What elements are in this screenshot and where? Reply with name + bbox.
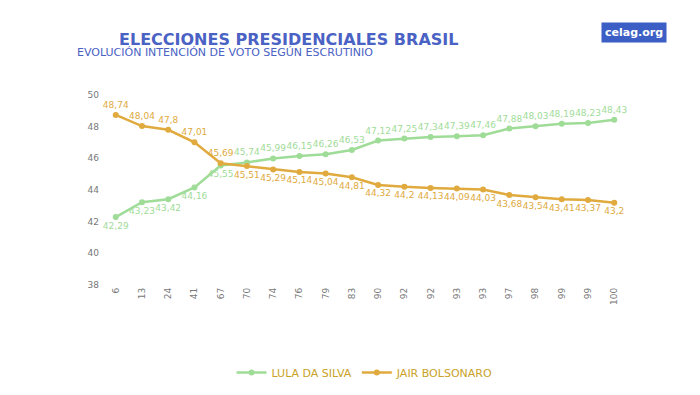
svg-text:JAIR BOLSONARO: JAIR BOLSONARO [396, 367, 492, 380]
svg-text:45,55: 45,55 [208, 169, 234, 179]
svg-text:98: 98 [530, 288, 540, 300]
svg-text:43,23: 43,23 [129, 206, 155, 216]
svg-text:48,19: 48,19 [549, 109, 575, 119]
svg-text:43,54: 43,54 [523, 201, 549, 211]
svg-text:70: 70 [242, 288, 252, 300]
svg-text:6: 6 [111, 288, 121, 294]
svg-text:99: 99 [583, 288, 593, 300]
svg-text:47,01: 47,01 [182, 127, 208, 137]
svg-text:44,81: 44,81 [339, 181, 365, 191]
svg-text:93: 93 [478, 288, 488, 299]
svg-text:76: 76 [294, 288, 304, 300]
svg-text:ELECCIONES PRESIDENCIALES BRAS: ELECCIONES PRESIDENCIALES BRASIL [119, 30, 458, 49]
svg-text:45,69: 45,69 [208, 148, 234, 158]
svg-text:24: 24 [163, 288, 173, 300]
svg-text:EVOLUCIÓN INTENCIÓN DE VOTO SE: EVOLUCIÓN INTENCIÓN DE VOTO SEGÚN ESCRUT… [77, 46, 373, 59]
svg-text:45,51: 45,51 [234, 170, 260, 180]
svg-text:44,16: 44,16 [182, 191, 208, 201]
svg-text:92: 92 [426, 288, 436, 299]
svg-text:48,43: 48,43 [601, 105, 627, 115]
svg-text:74: 74 [268, 288, 278, 300]
svg-text:LULA DA SILVA: LULA DA SILVA [272, 367, 352, 380]
svg-text:43,42: 43,42 [155, 203, 181, 213]
svg-text:47,88: 47,88 [496, 114, 522, 124]
svg-text:42,29: 42,29 [103, 221, 129, 231]
svg-text:38: 38 [88, 280, 100, 290]
svg-text:90: 90 [373, 288, 383, 300]
svg-text:100: 100 [609, 288, 619, 305]
svg-text:48,04: 48,04 [129, 111, 155, 121]
svg-text:50: 50 [88, 90, 100, 100]
svg-text:43,37: 43,37 [575, 203, 601, 213]
svg-text:45,99: 45,99 [260, 143, 286, 153]
svg-text:41: 41 [189, 288, 199, 299]
svg-text:93: 93 [452, 288, 462, 299]
svg-text:44,32: 44,32 [365, 188, 391, 198]
svg-text:44,13: 44,13 [418, 191, 444, 201]
svg-text:47,8: 47,8 [158, 115, 178, 125]
svg-text:42: 42 [88, 217, 99, 227]
svg-text:47,25: 47,25 [391, 124, 417, 134]
svg-text:46,26: 46,26 [313, 139, 339, 149]
svg-text:79: 79 [321, 288, 331, 300]
svg-text:45,74: 45,74 [234, 147, 260, 157]
svg-text:45,29: 45,29 [260, 173, 286, 183]
svg-text:48,74: 48,74 [103, 100, 129, 110]
svg-text:40: 40 [88, 248, 100, 258]
svg-text:47,34: 47,34 [418, 122, 444, 132]
svg-text:43,68: 43,68 [496, 199, 522, 209]
svg-text:97: 97 [504, 288, 514, 299]
svg-text:44,2: 44,2 [394, 190, 414, 200]
svg-text:46,53: 46,53 [339, 135, 365, 145]
svg-text:celag.org: celag.org [605, 26, 663, 39]
svg-text:47,39: 47,39 [444, 121, 470, 131]
svg-text:47,12: 47,12 [365, 126, 391, 136]
svg-text:44,09: 44,09 [444, 192, 470, 202]
svg-text:48: 48 [88, 122, 100, 132]
svg-text:47,46: 47,46 [470, 120, 496, 130]
svg-text:48,23: 48,23 [575, 108, 601, 118]
svg-text:46,15: 46,15 [287, 141, 313, 151]
svg-text:99: 99 [557, 288, 567, 300]
svg-text:67: 67 [216, 288, 226, 299]
svg-text:45,14: 45,14 [287, 175, 313, 185]
svg-text:43,2: 43,2 [604, 206, 624, 216]
svg-text:43,41: 43,41 [549, 203, 575, 213]
svg-text:92: 92 [399, 288, 409, 299]
svg-text:46: 46 [88, 153, 100, 163]
svg-text:45,04: 45,04 [313, 177, 339, 187]
svg-text:44,03: 44,03 [470, 193, 496, 203]
svg-text:44: 44 [88, 185, 100, 195]
svg-text:83: 83 [347, 288, 357, 299]
svg-text:13: 13 [137, 288, 147, 299]
svg-text:48,03: 48,03 [523, 111, 549, 121]
